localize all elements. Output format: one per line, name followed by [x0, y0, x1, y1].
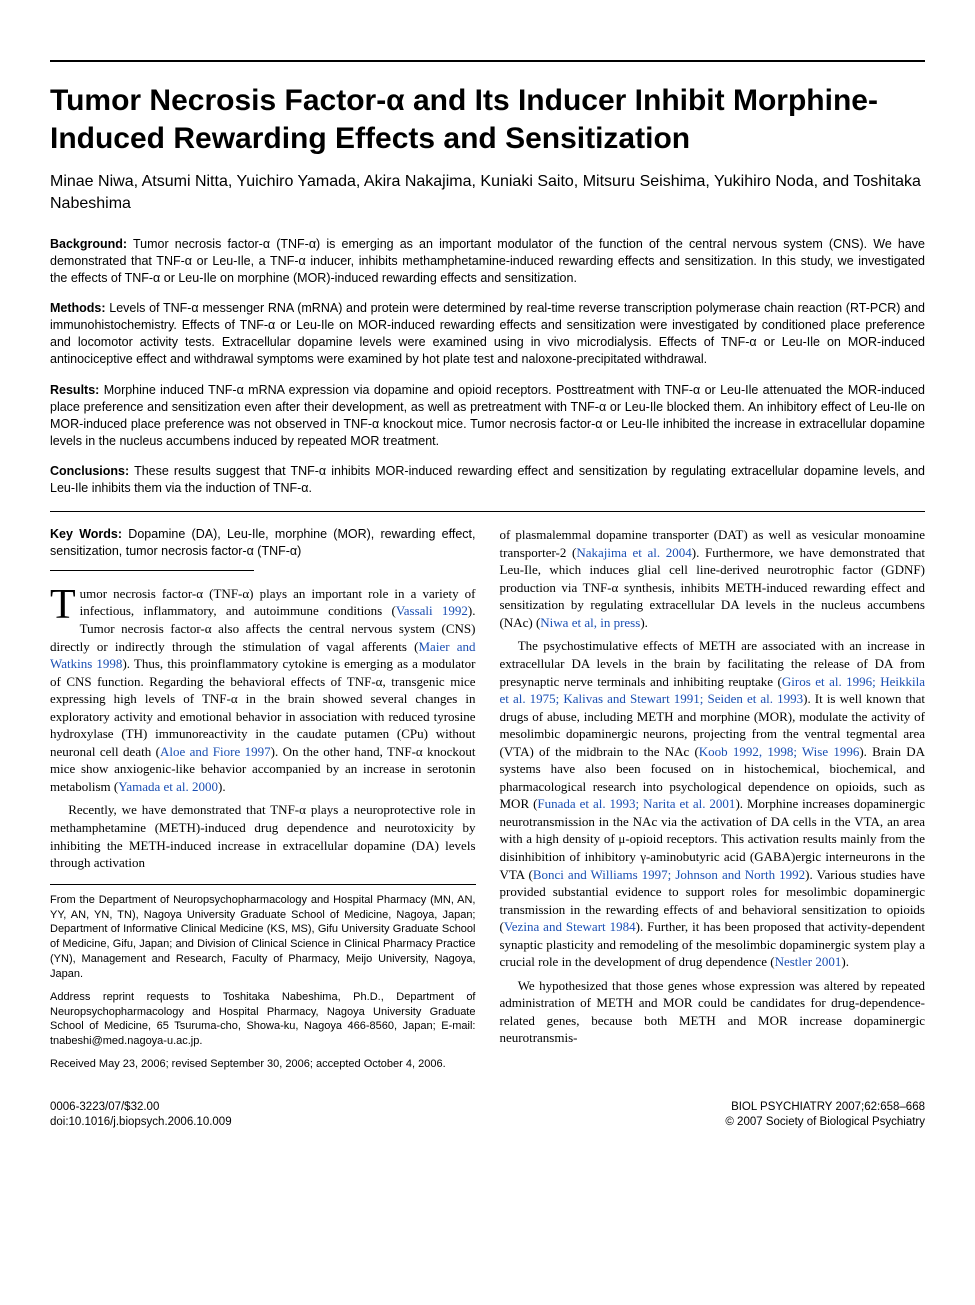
abstract-conclusions: Conclusions: These results suggest that … — [50, 463, 925, 497]
ref-link[interactable]: Nestler 2001 — [775, 954, 842, 969]
keywords-label: Key Words: — [50, 527, 122, 541]
ref-link[interactable]: Niwa et al, in press — [540, 615, 640, 630]
body-columns: Key Words: Dopamine (DA), Leu-Ile, morph… — [50, 526, 925, 1072]
conclusions-text: These results suggest that TNF-α inhibit… — [50, 464, 925, 495]
body-p5: We hypothesized that those genes whose e… — [500, 977, 926, 1047]
footer-doi: doi:10.1016/j.biopsych.2006.10.009 — [50, 1115, 232, 1130]
footer-journal: BIOL PSYCHIATRY 2007;62:658–668 — [725, 1100, 925, 1115]
ref-link[interactable]: Koob 1992, 1998; Wise 1996 — [699, 744, 860, 759]
results-text: Morphine induced TNF-α mRNA expression v… — [50, 383, 925, 448]
author-list: Minae Niwa, Atsumi Nitta, Yuichiro Yamad… — [50, 171, 925, 216]
ref-link[interactable]: Funada et al. 1993; Narita et al. 2001 — [537, 796, 735, 811]
page-footer: 0006-3223/07/$32.00 doi:10.1016/j.biopsy… — [50, 1100, 925, 1130]
keywords-block: Key Words: Dopamine (DA), Leu-Ile, morph… — [50, 526, 476, 560]
footer-left: 0006-3223/07/$32.00 doi:10.1016/j.biopsy… — [50, 1100, 232, 1130]
ref-link[interactable]: Yamada et al. 2000 — [118, 779, 218, 794]
abstract-rule — [50, 511, 925, 512]
affiliation-address: Address reprint requests to Toshitaka Na… — [50, 990, 476, 1049]
ref-link[interactable]: Aloe and Fiore 1997 — [160, 744, 271, 759]
keywords-rule — [50, 570, 254, 571]
affiliation-from: From the Department of Neuropsychopharma… — [50, 893, 476, 982]
abstract-methods: Methods: Levels of TNF-α messenger RNA (… — [50, 300, 925, 368]
ref-link[interactable]: Bonci and Williams 1997; Johnson and Nor… — [533, 867, 805, 882]
body-p3: of plasmalemmal dopamine transporter (DA… — [500, 526, 926, 631]
affiliations-block: From the Department of Neuropsychopharma… — [50, 884, 476, 1072]
footer-issn: 0006-3223/07/$32.00 — [50, 1100, 232, 1115]
ref-link[interactable]: Vezina and Stewart 1984 — [504, 919, 636, 934]
body-p4: The psychostimulative effects of METH ar… — [500, 637, 926, 970]
background-text: Tumor necrosis factor-α (TNF-α) is emerg… — [50, 237, 925, 285]
article-title: Tumor Necrosis Factor-α and Its Inducer … — [50, 82, 925, 157]
affiliation-received: Received May 23, 2006; revised September… — [50, 1057, 476, 1072]
footer-copyright: © 2007 Society of Biological Psychiatry — [725, 1115, 925, 1130]
methods-label: Methods: — [50, 301, 106, 315]
ref-link[interactable]: Nakajima et al. 2004 — [576, 545, 691, 560]
body-p1: Tumor necrosis factor-α (TNF-α) plays an… — [50, 585, 476, 796]
abstract-background: Background: Tumor necrosis factor-α (TNF… — [50, 236, 925, 287]
results-label: Results: — [50, 383, 99, 397]
conclusions-label: Conclusions: — [50, 464, 129, 478]
top-rule — [50, 60, 925, 62]
methods-text: Levels of TNF-α messenger RNA (mRNA) and… — [50, 301, 925, 366]
footer-right: BIOL PSYCHIATRY 2007;62:658–668 © 2007 S… — [725, 1100, 925, 1130]
dropcap: T — [50, 585, 80, 624]
background-label: Background: — [50, 237, 127, 251]
abstract-results: Results: Morphine induced TNF-α mRNA exp… — [50, 382, 925, 450]
ref-link[interactable]: Vassali 1992 — [396, 603, 468, 618]
body-p2: Recently, we have demonstrated that TNF-… — [50, 801, 476, 871]
